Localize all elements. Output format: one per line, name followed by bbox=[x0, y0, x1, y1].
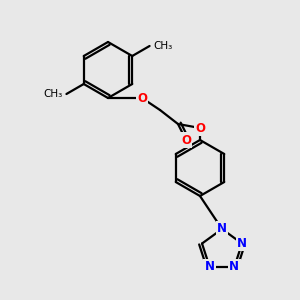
Text: CH₃: CH₃ bbox=[154, 41, 173, 51]
Text: N: N bbox=[217, 223, 227, 236]
Text: CH₃: CH₃ bbox=[43, 89, 62, 99]
Text: O: O bbox=[181, 134, 191, 146]
Text: N: N bbox=[229, 260, 239, 274]
Text: N: N bbox=[205, 260, 215, 274]
Text: O: O bbox=[195, 122, 205, 134]
Text: O: O bbox=[137, 92, 147, 104]
Text: N: N bbox=[237, 237, 247, 250]
